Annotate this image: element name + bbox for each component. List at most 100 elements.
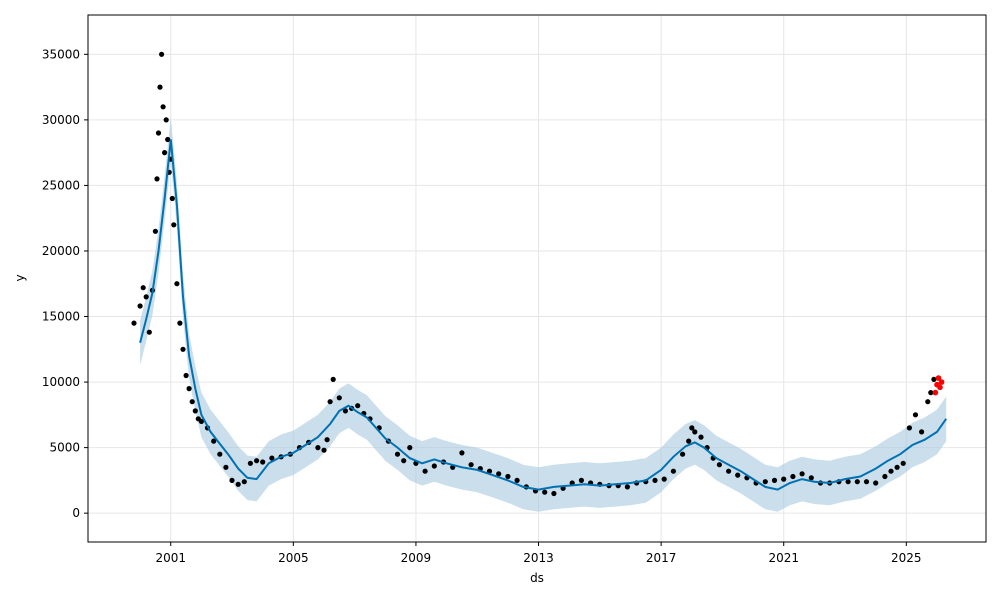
y-tick-label: 15000 <box>42 310 80 324</box>
actual-point <box>407 445 413 451</box>
actual-point <box>900 460 906 466</box>
actual-point <box>771 477 778 483</box>
actual-point <box>925 399 931 405</box>
actual-point <box>143 294 149 300</box>
actual-point <box>906 425 913 431</box>
actual-point <box>468 462 474 468</box>
actual-point <box>624 484 631 490</box>
actual-point <box>336 395 342 401</box>
actual-point <box>169 195 175 202</box>
actual-point <box>486 468 493 474</box>
actual-point <box>131 320 137 326</box>
actual-point <box>542 489 548 495</box>
actual-point <box>159 51 165 57</box>
actual-point <box>459 450 465 456</box>
actual-point <box>698 434 704 440</box>
actual-point <box>931 376 937 382</box>
actual-point <box>269 455 275 461</box>
actual-point <box>247 460 253 466</box>
actual-point <box>505 473 511 480</box>
actual-point <box>551 490 557 497</box>
actual-point <box>854 479 860 485</box>
actual-point <box>781 476 787 482</box>
actual-point <box>174 281 180 287</box>
actual-point <box>845 479 851 485</box>
actual-point <box>165 136 171 143</box>
x-tick-label: 2025 <box>891 551 922 565</box>
actual-point <box>808 475 814 481</box>
y-tick-label: 25000 <box>42 178 80 192</box>
actual-point <box>217 451 223 457</box>
actual-point <box>154 176 160 182</box>
actual-point <box>355 403 361 409</box>
forecast-line <box>139 139 948 491</box>
actual-point <box>799 471 805 477</box>
uncertainty-interval-band <box>140 117 947 512</box>
x-tick-label: 2005 <box>278 551 309 565</box>
actual-point <box>882 473 888 480</box>
y-axis-ticks: 0 5000 10000 15000 20000 25000 30000 35000 <box>42 47 88 520</box>
actual-point <box>146 329 152 335</box>
actual-point <box>183 372 189 379</box>
x-axis-ticks: 2001 2005 2009 2013 2017 2021 2025 <box>155 542 922 565</box>
actual-point <box>790 473 796 480</box>
y-tick-label: 0 <box>72 506 80 520</box>
actual-point <box>888 468 894 474</box>
actual-point <box>912 412 919 418</box>
actual-point <box>241 479 247 485</box>
actual-point <box>422 468 428 474</box>
actual-point <box>254 458 260 464</box>
y-tick-label: 35000 <box>42 47 80 61</box>
actual-point <box>394 451 401 457</box>
actual-point <box>186 386 192 392</box>
x-tick-label: 2001 <box>155 551 186 565</box>
highlight-point <box>932 389 939 396</box>
actual-point <box>211 438 217 444</box>
highlight-point <box>937 384 943 391</box>
actual-point <box>661 476 667 482</box>
x-tick-label: 2021 <box>768 551 799 565</box>
actual-point <box>735 472 741 478</box>
highlight-point <box>935 375 942 381</box>
actual-point <box>324 437 330 443</box>
actual-point <box>894 464 900 470</box>
actual-point <box>919 429 925 435</box>
y-tick-label: 30000 <box>42 113 80 127</box>
y-axis-label: y <box>13 274 27 281</box>
actual-point <box>330 376 336 382</box>
actual-point <box>327 399 333 405</box>
actual-point <box>137 303 143 309</box>
x-tick-label: 2009 <box>401 551 432 565</box>
actual-point <box>578 477 585 483</box>
y-tick-label: 10000 <box>42 375 80 389</box>
actual-point <box>189 399 195 405</box>
highlight-point <box>938 379 945 385</box>
actual-point <box>229 477 235 483</box>
actual-point <box>157 84 163 90</box>
actual-point <box>863 479 870 485</box>
actual-point <box>716 462 723 468</box>
actual-point <box>680 451 686 457</box>
actual-point <box>180 346 186 352</box>
actual-point <box>928 390 934 396</box>
actual-point <box>152 228 158 234</box>
actual-point <box>140 285 146 291</box>
actual-point <box>873 480 879 486</box>
actual-point <box>163 117 169 123</box>
actual-point <box>235 481 241 487</box>
actual-point <box>692 429 698 435</box>
plot-frame <box>87 14 987 543</box>
x-tick-label: 2017 <box>646 551 677 565</box>
actual-point <box>171 222 177 228</box>
actual-point <box>652 477 658 483</box>
actual-point <box>198 418 204 424</box>
actual-point <box>315 445 321 451</box>
actual-point <box>155 130 162 136</box>
actual-point <box>762 479 768 485</box>
y-tick-label: 5000 <box>49 441 80 455</box>
actual-point <box>342 408 348 414</box>
actual-point <box>670 468 677 474</box>
highlight-data-points <box>932 375 945 396</box>
actual-point <box>514 477 520 483</box>
